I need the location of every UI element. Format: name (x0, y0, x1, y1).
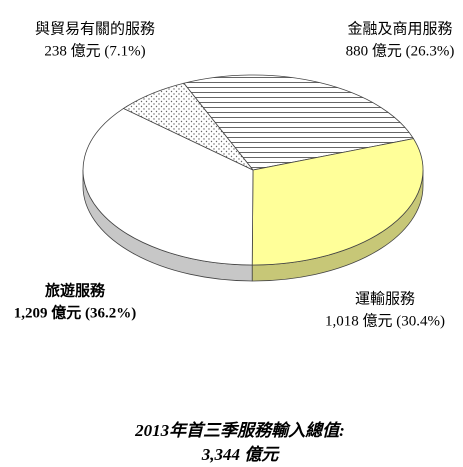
chart-title: 2013年首三季服務輸入總值: (134, 421, 345, 440)
value-label: 880 億元 (26.3%) (346, 42, 455, 59)
slice-label: 運輸服務 (355, 290, 415, 307)
slice (183, 74, 415, 171)
chart-subtitle: 3,344 億元 (201, 445, 280, 464)
slice-label: 金融及商用服務 (347, 20, 452, 37)
slice (122, 82, 254, 171)
slice (82, 107, 254, 266)
value-label: 1,209 億元 (36.2%) (14, 303, 137, 321)
slice-label: 與貿易有關的服務 (35, 20, 155, 37)
value-label: 238 億元 (7.1%) (44, 42, 145, 59)
slice (251, 138, 424, 266)
value-label: 1,018 億元 (30.4%) (325, 312, 445, 329)
slice-label: 旅遊服務 (45, 281, 106, 299)
